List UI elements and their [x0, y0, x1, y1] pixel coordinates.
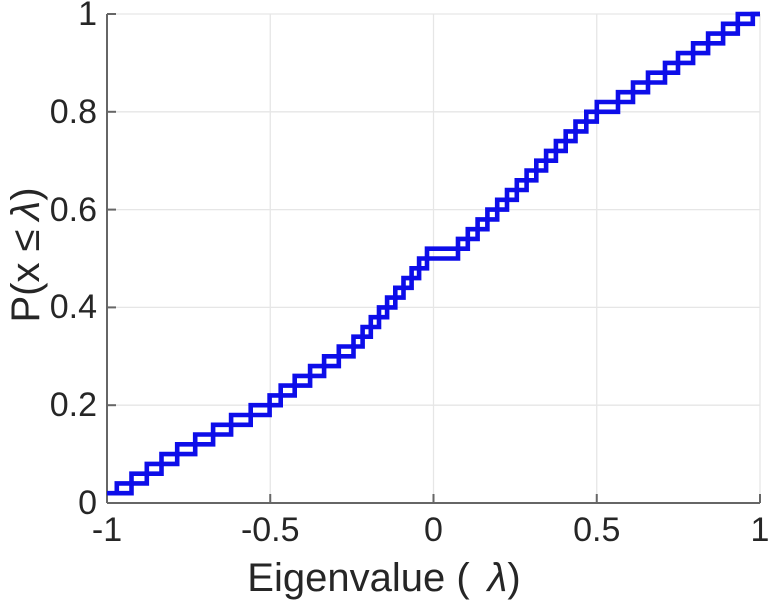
x-axis-label: Eigenvalue ( λ): [0, 556, 768, 600]
y-tick-label: 0.8: [49, 92, 97, 131]
x-axis-lambda-symbol: λ: [487, 556, 508, 600]
x-tick-label: -0.5: [240, 511, 300, 549]
y-tick-label: 0.2: [49, 386, 97, 425]
y-tick-label: 0.6: [49, 190, 97, 229]
y-tick-label: 1: [78, 0, 97, 33]
x-tick-label: 1: [750, 511, 768, 549]
y-axis-label-text: P(x ≤: [4, 229, 48, 323]
x-tick-label: -1: [91, 511, 123, 549]
x-tick-label: 0: [424, 511, 443, 549]
x-axis-label-suffix: ): [507, 556, 521, 600]
y-tick-label: 0.4: [49, 288, 97, 327]
x-axis-label-text: Eigenvalue (: [247, 556, 470, 600]
y-axis-label: P(x ≤ λ): [4, 45, 48, 465]
x-tick-label: 0.5: [573, 511, 621, 549]
y-tick-label: 0: [78, 484, 97, 522]
ecdf-curve-post-step: [116, 11, 760, 496]
y-axis-lambda-symbol: λ: [4, 200, 48, 221]
ecdf-curve-pre-step: [107, 11, 760, 496]
y-axis-label-suffix: ): [4, 187, 48, 201]
